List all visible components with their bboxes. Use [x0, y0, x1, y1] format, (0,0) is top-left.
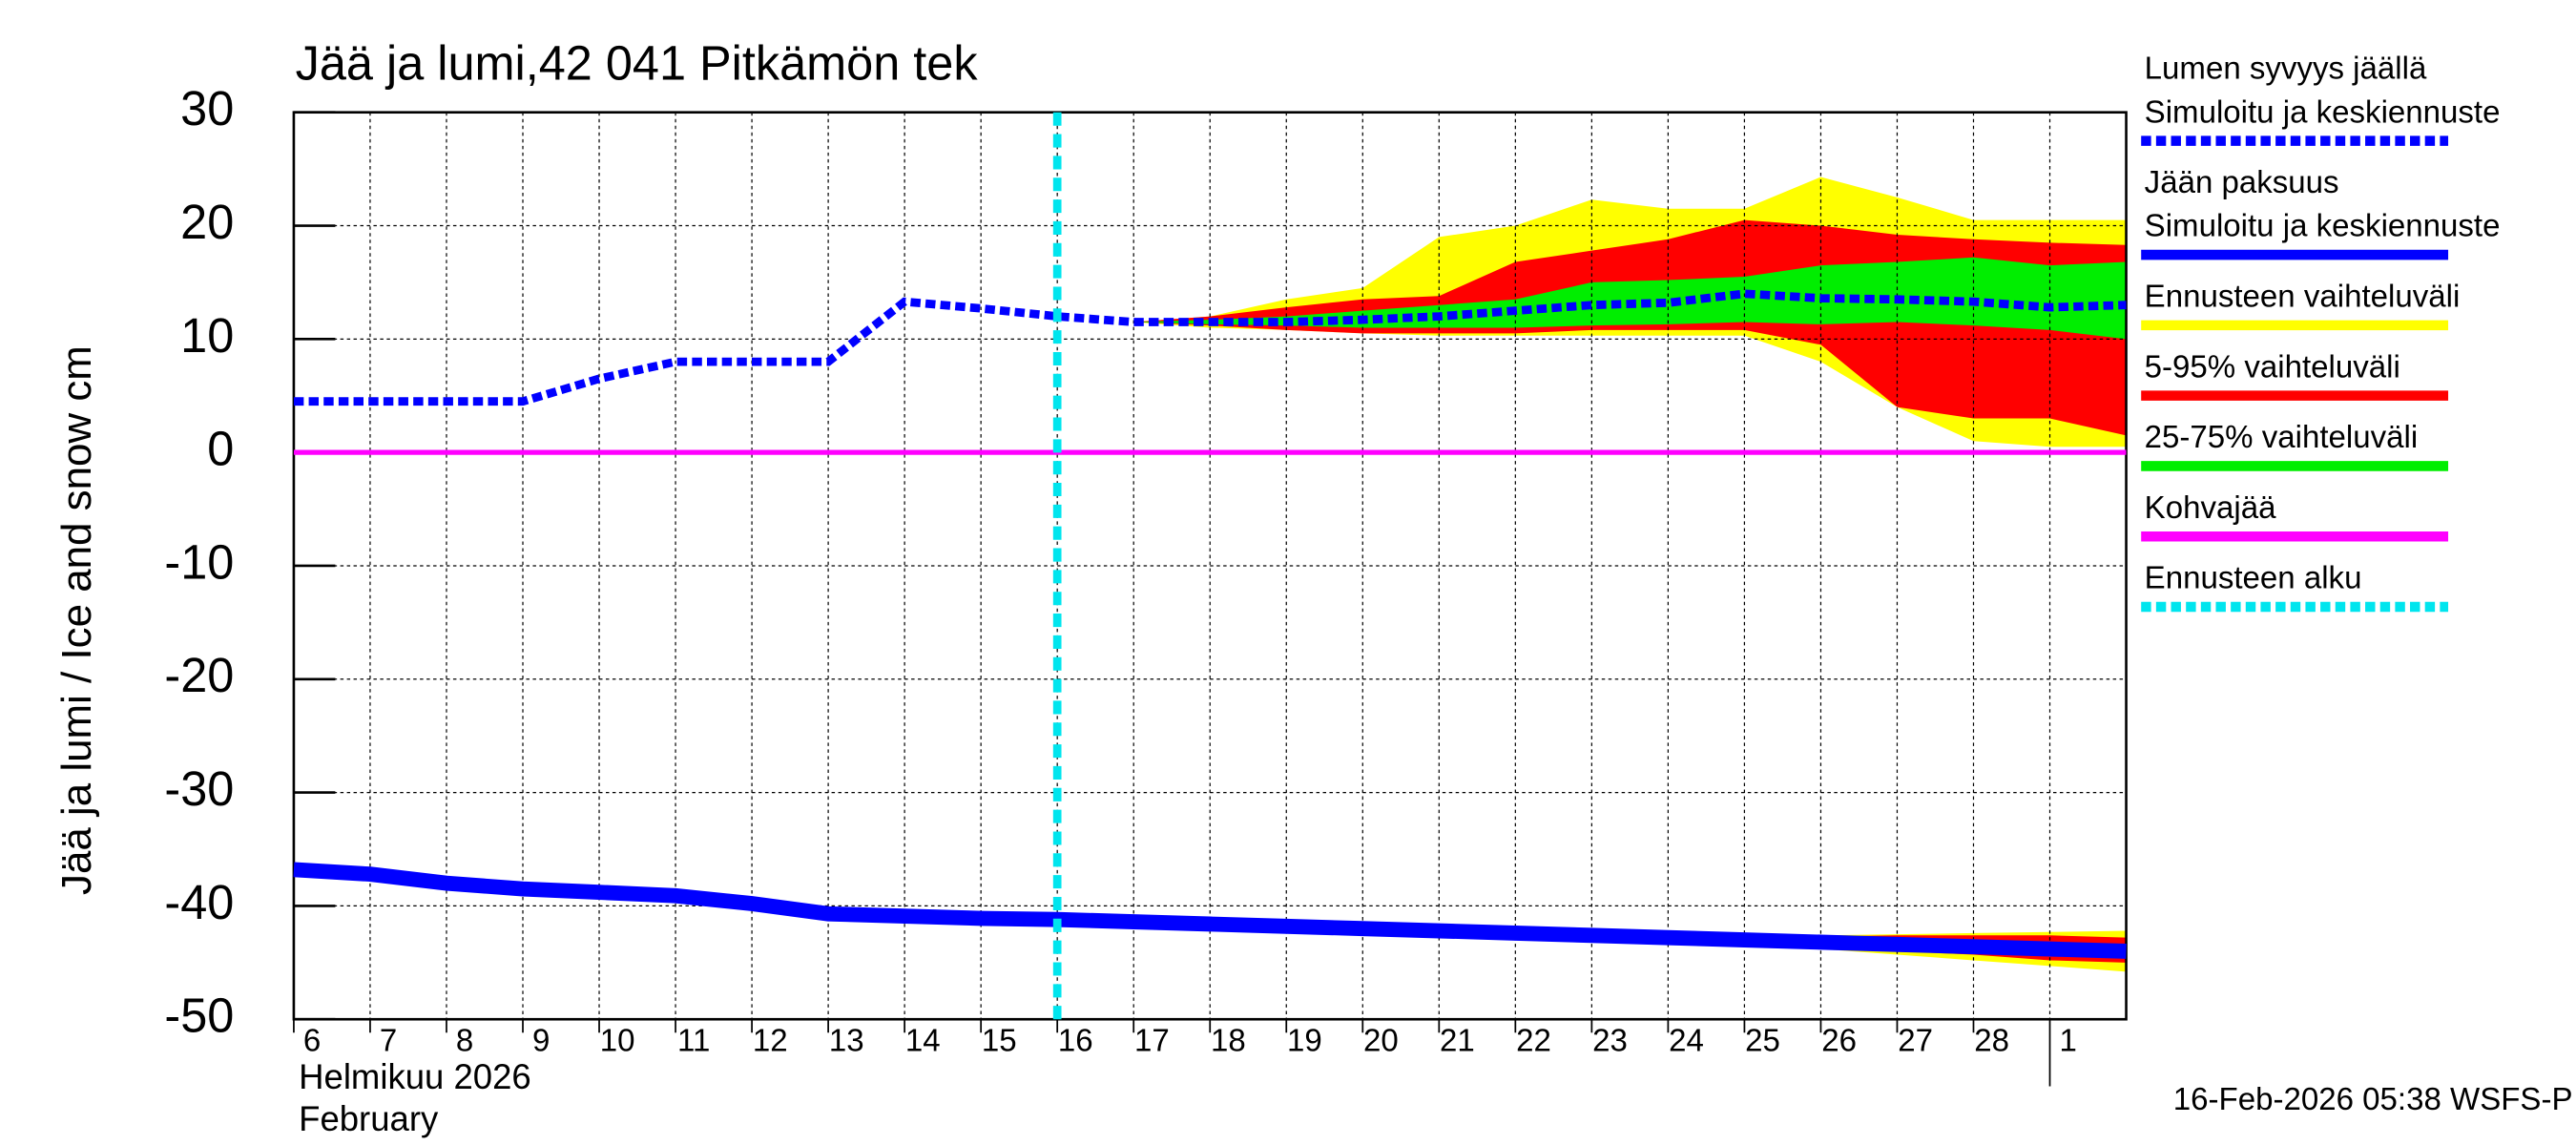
x-tick-label: 26 — [1821, 1023, 1857, 1058]
legend-label: 25-75% vaihteluväli — [2145, 420, 2419, 455]
x-axis-label: February — [299, 1099, 439, 1138]
legend-label: Lumen syvyys jäällä — [2145, 51, 2427, 86]
y-tick-label: -40 — [164, 875, 234, 929]
legend-label: 5-95% vaihteluväli — [2145, 349, 2400, 385]
x-tick-label: 10 — [600, 1023, 635, 1058]
x-tick-label: 11 — [677, 1023, 710, 1058]
legend-label: Simuloitu ja keskiennuste — [2145, 94, 2501, 130]
legend-label: Jään paksuus — [2145, 165, 2339, 200]
x-tick-label: 7 — [380, 1023, 397, 1058]
x-tick-label: 17 — [1134, 1023, 1170, 1058]
y-tick-label: -20 — [164, 648, 234, 702]
y-tick-label: -50 — [164, 988, 234, 1042]
y-tick-label: 30 — [180, 81, 234, 135]
legend-label: Kohvajää — [2145, 490, 2276, 526]
x-tick-label: 22 — [1516, 1023, 1551, 1058]
footer: 16-Feb-2026 05:38 WSFS-P — [2173, 1082, 2573, 1117]
x-tick-label: 18 — [1211, 1023, 1246, 1058]
x-tick-label: 12 — [753, 1023, 788, 1058]
y-tick-label: 10 — [180, 308, 234, 363]
series-line — [293, 289, 2127, 406]
x-tick-label: 13 — [829, 1023, 864, 1058]
x-tick-label: 14 — [905, 1023, 941, 1058]
y-axis-label: Jää ja lumi / Ice and snow cm — [53, 345, 100, 895]
x-tick-label: 8 — [456, 1023, 473, 1058]
legend-label: Ennusteen vaihteluväli — [2145, 279, 2461, 314]
x-tick-label: 24 — [1669, 1023, 1704, 1058]
x-tick-label: 1 — [2059, 1023, 2076, 1058]
x-tick-label: 21 — [1440, 1023, 1475, 1058]
x-tick-label: 23 — [1592, 1023, 1628, 1058]
x-tick-label: 20 — [1363, 1023, 1399, 1058]
x-tick-label: 19 — [1287, 1023, 1322, 1058]
x-tick-label: 16 — [1058, 1023, 1093, 1058]
series-line — [293, 862, 2127, 959]
x-axis-label: Helmikuu 2026 — [299, 1057, 531, 1096]
x-tick-label: 6 — [303, 1023, 321, 1058]
x-tick-label: 27 — [1898, 1023, 1933, 1058]
chart-title: Jää ja lumi,42 041 Pitkämön tek — [296, 36, 979, 91]
x-tick-label: 15 — [982, 1023, 1017, 1058]
x-tick-label: 9 — [532, 1023, 550, 1058]
x-tick-label: 28 — [1974, 1023, 2009, 1058]
plot-frame — [292, 111, 2128, 1021]
y-tick-label: -10 — [164, 534, 234, 589]
y-tick-label: 0 — [207, 421, 234, 475]
legend-label: Simuloitu ja keskiennuste — [2145, 209, 2501, 244]
y-tick-label: -30 — [164, 761, 234, 816]
legend-label: Ennusteen alku — [2145, 561, 2362, 596]
y-tick-label: 20 — [180, 195, 234, 249]
x-tick-label: 25 — [1745, 1023, 1780, 1058]
